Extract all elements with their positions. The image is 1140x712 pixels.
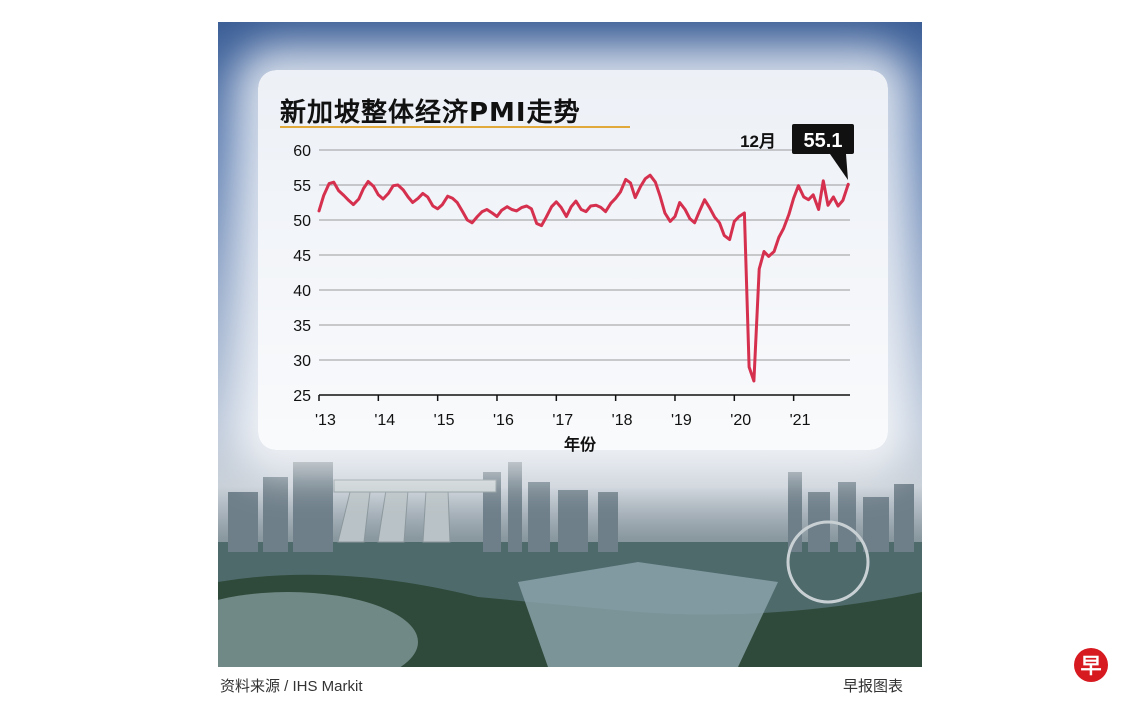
callout-pointer [830, 154, 848, 180]
x-axis-label: 年份 [564, 435, 597, 454]
y-tick-label: 30 [293, 353, 311, 370]
callout-box [792, 124, 854, 154]
callout-value: 55.1 [804, 130, 843, 152]
x-tick-label: '21 [790, 412, 811, 429]
y-tick-label: 45 [293, 248, 311, 265]
y-tick-label: 60 [293, 143, 311, 160]
city-skyline-background [218, 462, 922, 667]
title-underline [280, 126, 630, 128]
chart-title: 新加坡整体经济PMI走势 [280, 98, 581, 128]
x-tick-label: '20 [730, 412, 751, 429]
chart-backdrop [258, 70, 888, 450]
callout-month: 12月 [740, 132, 776, 151]
y-tick-label: 40 [293, 283, 311, 300]
latest-value-callout: 12月 55.1 [740, 124, 854, 180]
pmi-line-chart: 25 30 35 40 45 50 55 60 '13 '14 '15 '16 '17 '18 '19 '2… [293, 124, 854, 454]
x-tick-label: '17 [552, 412, 573, 429]
series-line [317, 173, 850, 383]
y-tick-label: 35 [293, 318, 311, 335]
grid-lines [319, 149, 850, 396]
graphic-credit: 早报图表 [843, 677, 904, 695]
source-note: 资料来源 / IHS Markit [220, 678, 363, 695]
y-tick-label: 50 [293, 213, 311, 230]
x-tick-label: '16 [493, 412, 514, 429]
y-tick-label: 25 [293, 388, 311, 405]
x-tick-label: '15 [434, 412, 455, 429]
x-tick-label: '18 [612, 412, 633, 429]
x-tick-label: '19 [671, 412, 692, 429]
y-axis-ticks: 25 30 35 40 45 50 55 60 [293, 143, 311, 405]
y-tick-label: 55 [293, 178, 311, 195]
x-axis-ticks: '13 '14 '15 '16 '17 '18 '19 '20 '21 [315, 394, 850, 429]
zaobao-logo: 早 [1074, 648, 1108, 682]
infographic-panel: 新加坡整体经济PMI走势 25 30 35 40 45 50 55 60 '13'14'15 '… [218, 22, 922, 667]
x-tick-label: '13 [315, 412, 336, 429]
x-tick-label: '14 [374, 412, 395, 429]
